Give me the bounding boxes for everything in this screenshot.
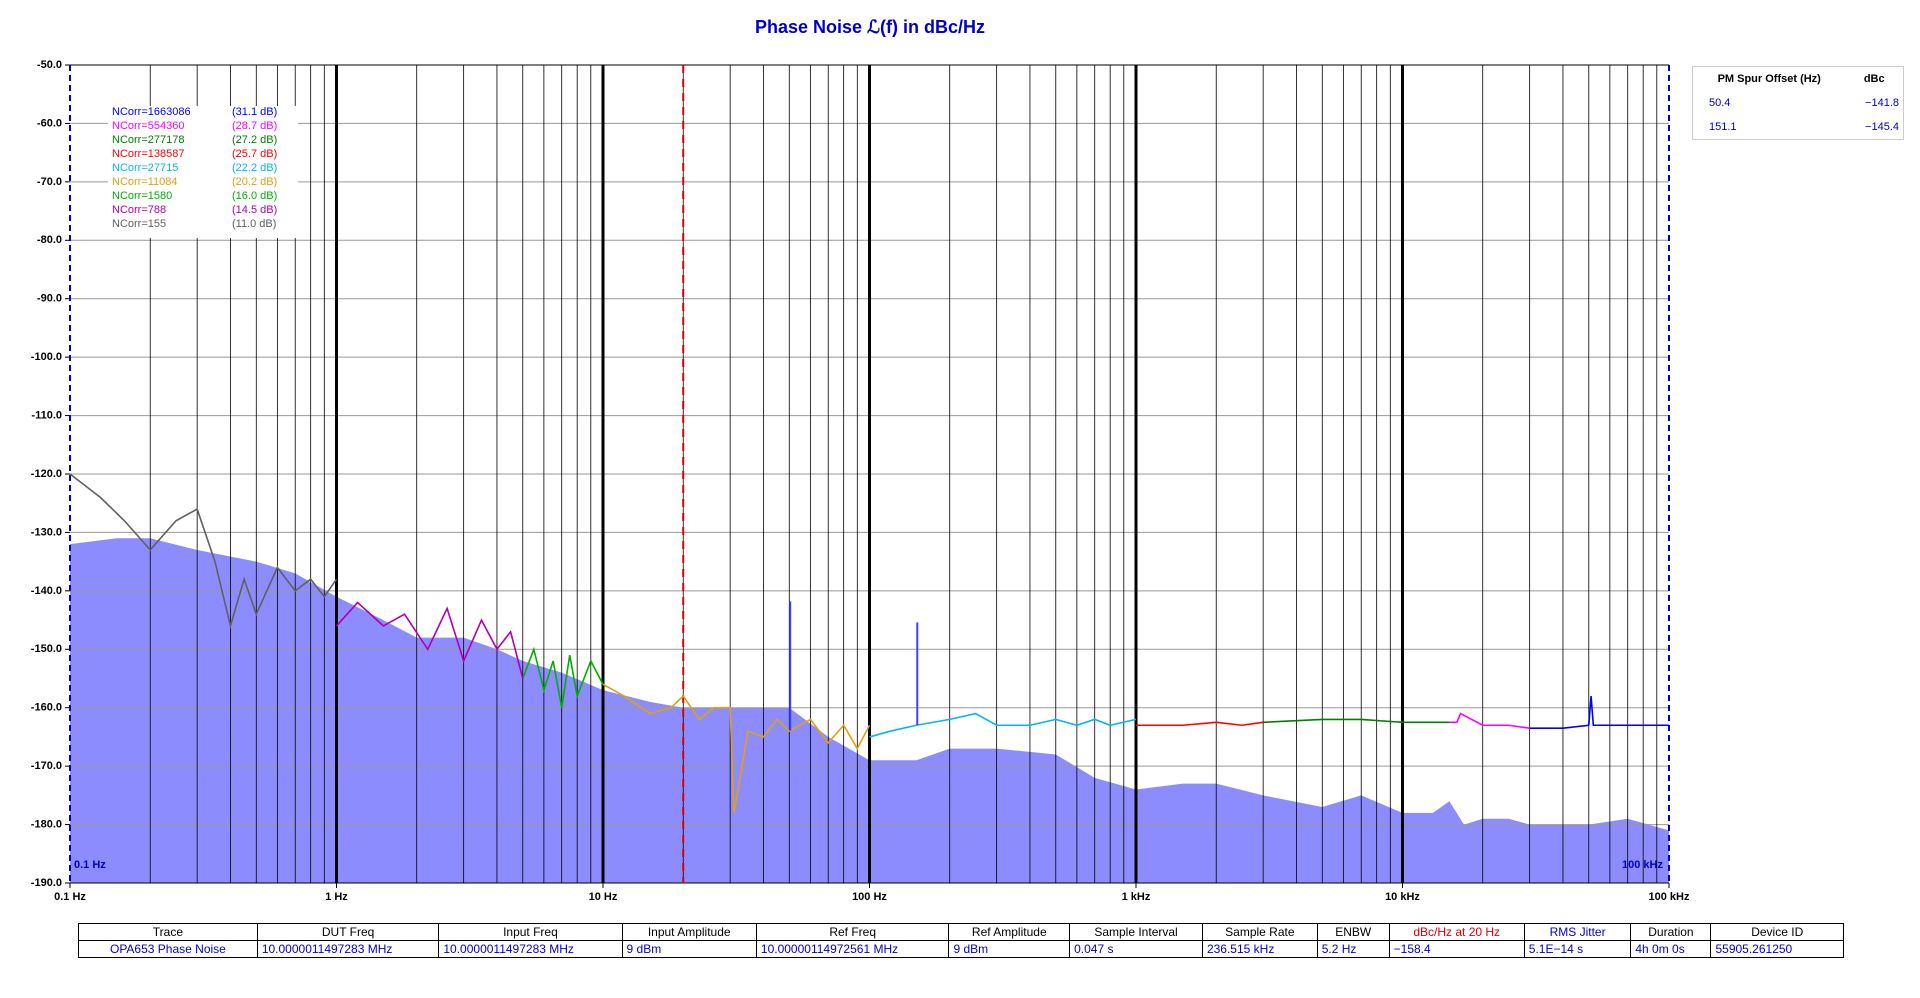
y-tick-label: -180.0 xyxy=(31,818,62,830)
x-tick-label: 100 kHz xyxy=(1649,891,1690,903)
legend-note: (11.0 dB) xyxy=(232,218,276,230)
info-header-cell: Input Amplitude xyxy=(621,923,757,941)
legend-name: NCorr=155 xyxy=(112,218,166,230)
legend-note: (16.0 dB) xyxy=(232,190,277,202)
y-tick-label: -120.0 xyxy=(31,468,62,480)
info-cell: 10.0000011497283 MHz xyxy=(256,940,440,958)
x-tick-label: 0.1 Hz xyxy=(54,891,86,903)
trace-line xyxy=(335,601,524,679)
y-tick-label: -70.0 xyxy=(37,176,62,188)
info-row: OPA653 Phase Noise 10.0000011497283 MHz 10… xyxy=(78,940,1844,958)
x-tick-label: 10 kHz xyxy=(1385,891,1420,903)
spur-level: −145.4 xyxy=(1865,120,1899,133)
legend-note: (27.2 dB) xyxy=(232,134,277,146)
legend-name: NCorr=788 xyxy=(112,204,166,216)
legend-note: (20.2 dB) xyxy=(232,176,277,188)
chart-title: Phase Noise ℒ(f) in dBc/Hz xyxy=(755,17,985,37)
y-tick-label: -90.0 xyxy=(37,293,62,305)
info-cell: 55905.261250 xyxy=(1710,940,1844,958)
info-cell: 9 dBm xyxy=(948,940,1071,958)
info-cell: 236.515 kHz xyxy=(1201,940,1318,958)
info-header-cell: ENBW xyxy=(1316,923,1390,941)
spur-header-cell: PM Spur Offset (Hz) xyxy=(1717,73,1821,86)
info-cell: −158.4 xyxy=(1388,940,1525,958)
y-tick-label: -140.0 xyxy=(31,585,62,597)
legend-name: NCorr=554360 xyxy=(112,120,184,132)
y-tick-label: -110.0 xyxy=(31,409,62,421)
info-cell: 9 dBm xyxy=(621,940,757,958)
legend-box xyxy=(108,106,298,238)
trace-line xyxy=(1136,721,1264,727)
legend-note: (31.1 dB) xyxy=(232,106,277,118)
info-header-cell: Input Freq xyxy=(438,923,623,941)
trace-line xyxy=(1263,718,1450,724)
info-header-cell: DUT Freq xyxy=(256,923,440,941)
legend-name: NCorr=277178 xyxy=(112,134,184,146)
info-header-cell: Duration xyxy=(1630,923,1712,941)
legend-name: NCorr=1663086 xyxy=(112,106,191,118)
legend-name: NCorr=1580 xyxy=(112,190,172,202)
info-cell: 5.2 Hz xyxy=(1316,940,1390,958)
spur-header: PM Spur Offset (Hz) dBc xyxy=(1693,67,1904,92)
y-tick-label: -160.0 xyxy=(31,702,62,714)
x-tick-label: 10 Hz xyxy=(589,891,618,903)
trace-line xyxy=(1449,712,1530,729)
info-header-cell: Sample Rate xyxy=(1201,923,1318,941)
legend-name: NCorr=27715 xyxy=(112,162,178,174)
spur-row: 151.1 −145.4 xyxy=(1693,115,1904,140)
x-tick-label: 1 Hz xyxy=(325,891,348,903)
spur-level: −141.8 xyxy=(1865,96,1899,109)
spur-offset: 151.1 xyxy=(1709,120,1737,133)
range-label: 0.1 Hz xyxy=(74,859,106,871)
trace-line xyxy=(522,646,604,708)
y-tick-label: -130.0 xyxy=(31,526,62,538)
spur-row: 50.4 −141.8 xyxy=(1693,91,1904,115)
info-cell: 0.047 s xyxy=(1069,940,1203,958)
y-tick-label: -60.0 xyxy=(37,117,62,129)
info-cell: 5.1E−14 s xyxy=(1523,940,1632,958)
info-cell: 10.0000011497283 MHz xyxy=(438,940,623,958)
y-tick-label: -190.0 xyxy=(31,877,62,889)
legend-note: (22.2 dB) xyxy=(232,162,277,174)
legend-name: NCorr=138587 xyxy=(112,148,184,160)
y-tick-label: -170.0 xyxy=(31,760,62,772)
spur-header-cell: dBc xyxy=(1863,73,1885,86)
legend-note: (25.7 dB) xyxy=(232,148,277,160)
spur-offset: 50.4 xyxy=(1709,96,1731,109)
x-tick-label: 1 kHz xyxy=(1122,891,1151,903)
trace-line xyxy=(602,683,871,814)
noise-floor-area xyxy=(70,538,1669,883)
legend-note: (28.7 dB) xyxy=(232,120,277,132)
info-cell: 4h 0m 0s xyxy=(1630,940,1712,958)
trace-line xyxy=(1529,695,1669,729)
x-tick-label: 100 Hz xyxy=(852,891,887,903)
info-header-cell: dBc/Hz at 20 Hz xyxy=(1388,923,1525,941)
y-tick-label: -100.0 xyxy=(31,351,62,363)
y-tick-label: -50.0 xyxy=(37,59,62,71)
info-header-cell: Trace xyxy=(78,923,258,941)
info-cell: OPA653 Phase Noise xyxy=(78,940,258,958)
info-cell: 10.00000114972561 MHz xyxy=(755,940,950,958)
legend-note: (14.5 dB) xyxy=(232,204,277,216)
info-table: Trace DUT Freq Input Freq Input Amplitude Re… xyxy=(78,923,1844,958)
info-header-cell: Sample Interval xyxy=(1069,923,1203,941)
spur-table: PM Spur Offset (Hz) dBc 50.4 −141.8 151.1 −… xyxy=(1692,66,1904,140)
info-header-cell: Device ID xyxy=(1710,923,1844,941)
y-tick-label: -80.0 xyxy=(37,234,62,246)
trace-line xyxy=(69,473,338,630)
info-header-cell: Ref Freq xyxy=(755,923,950,941)
legend-name: NCorr=11084 xyxy=(112,176,178,188)
info-header-cell: RMS Jitter xyxy=(1523,923,1632,941)
info-header-cell: Ref Amplitude xyxy=(948,923,1071,941)
trace-line xyxy=(869,712,1137,738)
range-label: 100 kHz xyxy=(1622,859,1663,871)
y-tick-label: -150.0 xyxy=(31,643,62,655)
info-header: Trace DUT Freq Input Freq Input Amplitude Re… xyxy=(78,923,1844,941)
